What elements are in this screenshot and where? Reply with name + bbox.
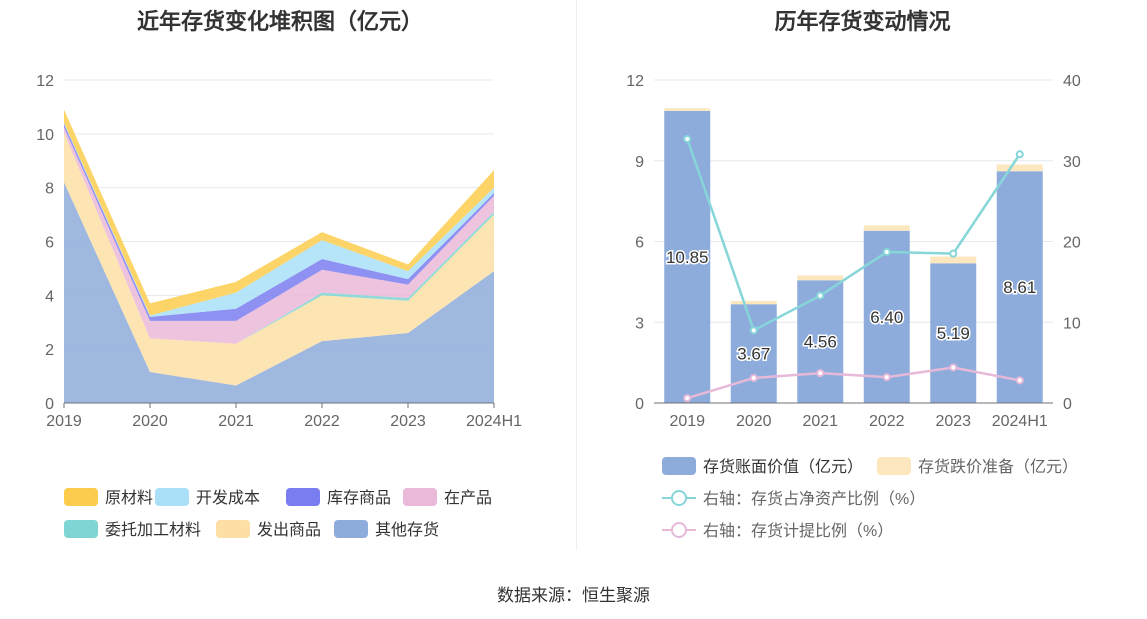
left-y-tick-label: 0 bbox=[45, 396, 54, 413]
right-y-tick-label: 0 bbox=[635, 396, 644, 413]
left-chart-title: 近年存货变化堆积图（亿元） bbox=[136, 9, 423, 34]
line-point-2 bbox=[882, 373, 891, 382]
right-y-tick-label: 6 bbox=[635, 235, 644, 252]
legend-label-库存商品: 库存商品 bbox=[327, 489, 391, 507]
bar-impairment bbox=[930, 256, 977, 264]
right-y-tick-label: 9 bbox=[635, 154, 644, 171]
right-x-tick-label: 2021 bbox=[802, 413, 838, 430]
right-y-tick-label: 12 bbox=[626, 73, 644, 90]
legend-label-在产品: 在产品 bbox=[444, 489, 492, 507]
bar-impairment bbox=[797, 275, 844, 281]
right-y2-tick-label: 10 bbox=[1063, 315, 1081, 332]
left-x-tick-label: 2020 bbox=[132, 413, 168, 430]
area-发出商品 bbox=[64, 132, 494, 386]
left-x-tick-label: 2021 bbox=[218, 413, 254, 430]
legend-label-line-1: 右轴：存货占净资产比例（%） bbox=[703, 490, 925, 508]
right-x-tick-label: 2022 bbox=[869, 413, 905, 430]
legend-swatch-库存商品 bbox=[286, 488, 320, 506]
line-point-1 bbox=[816, 291, 825, 300]
bar-impairment bbox=[996, 164, 1043, 172]
left-x-tick-label: 2022 bbox=[304, 413, 340, 430]
left-y-tick-label: 12 bbox=[36, 73, 54, 90]
right-y-tick-label: 3 bbox=[635, 315, 644, 332]
left-y-tick-label: 6 bbox=[45, 235, 54, 252]
legend-label-line-2: 右轴：存货计提比例（%） bbox=[703, 522, 893, 540]
line-point-1 bbox=[683, 134, 692, 143]
line-point-1 bbox=[949, 249, 958, 258]
area-在产品 bbox=[64, 127, 494, 344]
data-source: 数据来源：恒生聚源 bbox=[497, 586, 650, 605]
left-x-tick-label: 2019 bbox=[46, 413, 82, 430]
bar-book-value bbox=[664, 110, 711, 404]
right-y2-tick-label: 30 bbox=[1063, 154, 1081, 171]
left-y-tick-label: 10 bbox=[36, 127, 54, 144]
right-y2-tick-label: 40 bbox=[1063, 73, 1081, 90]
bar-impairment bbox=[863, 225, 910, 231]
legend-label-book-value: 存货账面价值（亿元） bbox=[703, 458, 863, 476]
line-point-1 bbox=[1015, 150, 1024, 159]
left-y-tick-label: 4 bbox=[45, 288, 54, 305]
right-x-tick-label: 2020 bbox=[736, 413, 772, 430]
bar-book-value bbox=[730, 304, 777, 403]
line-point-1 bbox=[749, 326, 758, 335]
left-x-tick-label: 2023 bbox=[390, 413, 426, 430]
area-开发成本 bbox=[64, 122, 494, 317]
right-x-tick-label: 2024H1 bbox=[992, 413, 1048, 430]
bar-data-label: 8.61 bbox=[1003, 278, 1036, 297]
bar-book-value bbox=[797, 280, 844, 403]
legend-label-impairment: 存货跌价准备（亿元） bbox=[918, 458, 1078, 476]
right-y2-tick-label: 0 bbox=[1063, 396, 1072, 413]
line-point-2 bbox=[949, 363, 958, 372]
left-y-tick-label: 8 bbox=[45, 181, 54, 198]
bar-impairment bbox=[664, 108, 711, 111]
bar-data-label: 10.85 bbox=[666, 248, 709, 267]
legend-label-委托加工材料: 委托加工材料 bbox=[105, 521, 201, 539]
line-point-1 bbox=[882, 247, 891, 256]
legend-swatch-impairment bbox=[877, 457, 911, 475]
legend-swatch-委托加工材料 bbox=[64, 520, 98, 538]
area-其他存货 bbox=[64, 182, 494, 403]
left-x-tick-label: 2024H1 bbox=[466, 413, 522, 430]
bar-book-value bbox=[996, 171, 1043, 403]
line-point-2 bbox=[749, 373, 758, 382]
bar-book-value bbox=[930, 263, 977, 403]
panel-divider bbox=[576, 0, 577, 550]
line-point-2 bbox=[1015, 376, 1024, 385]
line-series-1 bbox=[686, 138, 1021, 333]
legend-marker-1 bbox=[671, 490, 687, 506]
line-point-2 bbox=[683, 394, 692, 403]
right-chart-title: 历年存货变动情况 bbox=[774, 9, 951, 34]
legend-label-原材料: 原材料 bbox=[105, 489, 153, 507]
legend-marker-2 bbox=[671, 522, 687, 538]
legend-swatch-开发成本 bbox=[155, 488, 189, 506]
legend-label-开发成本: 开发成本 bbox=[196, 489, 260, 507]
right-x-tick-label: 2023 bbox=[935, 413, 971, 430]
legend-swatch-原材料 bbox=[64, 488, 98, 506]
bar-data-label: 5.19 bbox=[937, 324, 970, 343]
left-y-tick-label: 2 bbox=[45, 342, 54, 359]
legend-swatch-其他存货 bbox=[334, 520, 368, 538]
bar-data-label: 4.56 bbox=[804, 333, 837, 352]
bar-impairment bbox=[730, 300, 777, 305]
legend-swatch-在产品 bbox=[403, 488, 437, 506]
bar-data-label: 6.40 bbox=[870, 308, 903, 327]
line-point-2 bbox=[816, 369, 825, 378]
right-y2-tick-label: 20 bbox=[1063, 235, 1081, 252]
line-series-2 bbox=[686, 366, 1020, 400]
legend-label-发出商品: 发出商品 bbox=[257, 521, 321, 539]
right-x-tick-label: 2019 bbox=[669, 413, 705, 430]
bar-data-label: 3.67 bbox=[737, 345, 770, 364]
legend-swatch-发出商品 bbox=[216, 520, 250, 538]
legend-label-其他存货: 其他存货 bbox=[375, 521, 439, 539]
legend-swatch-book-value bbox=[662, 457, 696, 475]
